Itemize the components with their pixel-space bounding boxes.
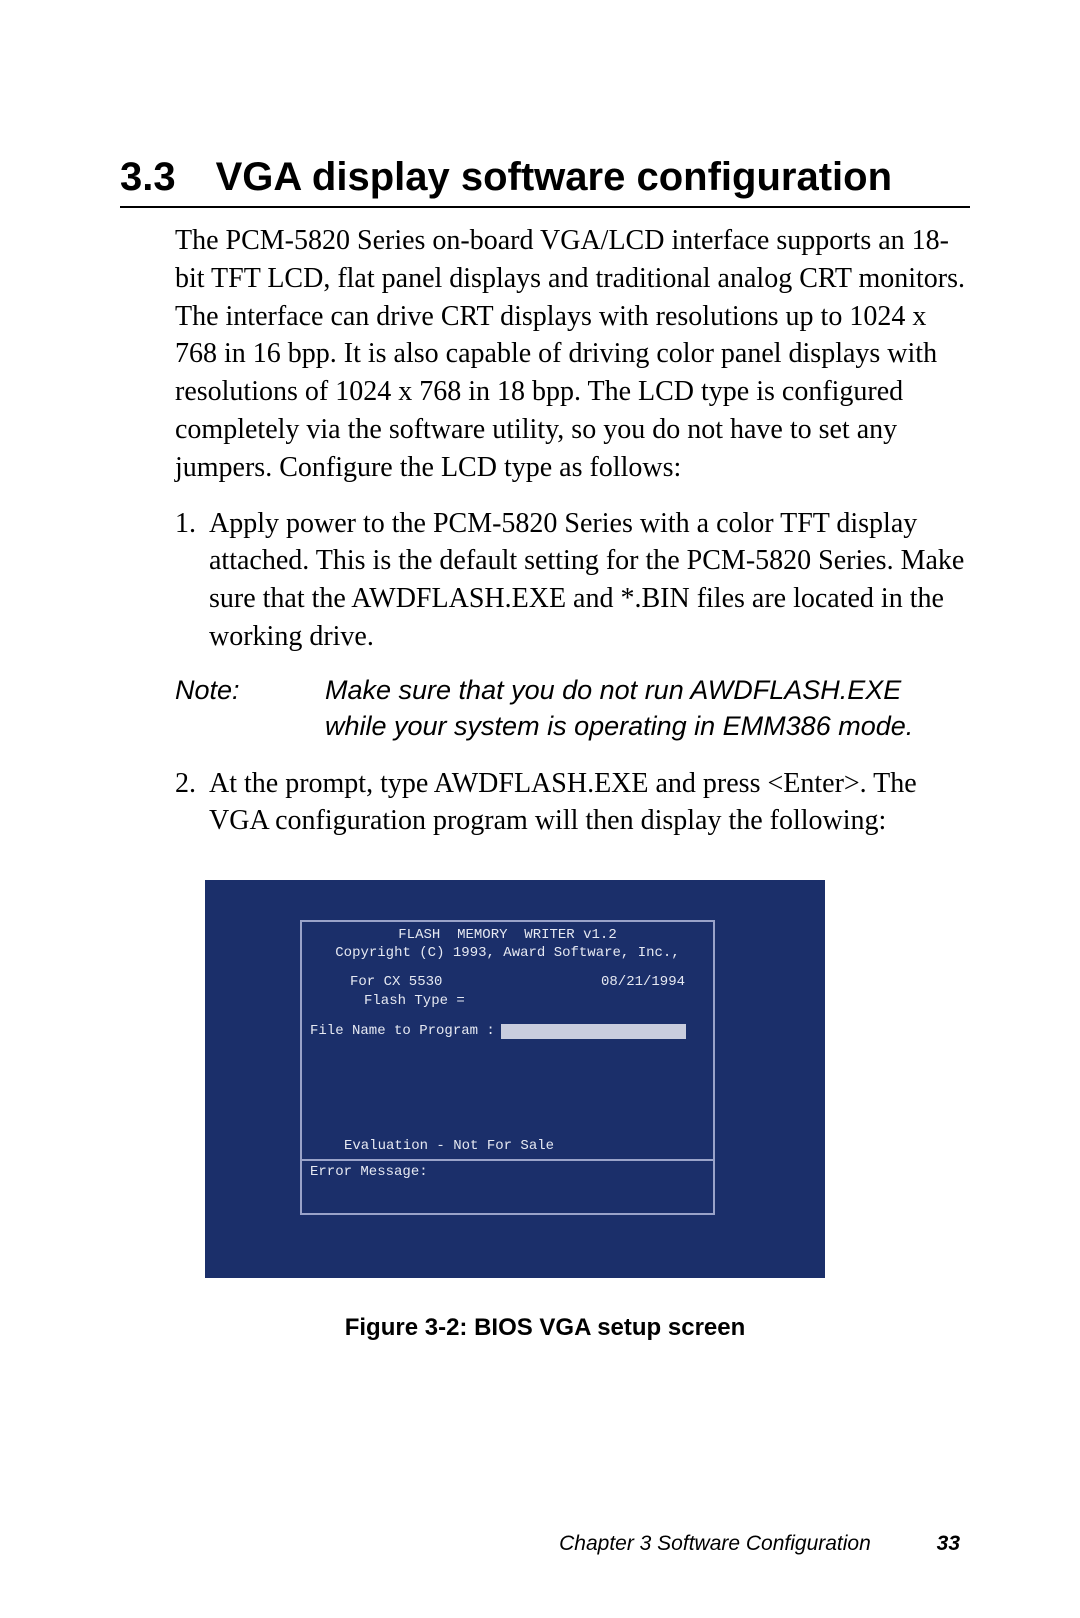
note-block: Note: Make sure that you do not run AWDF… (175, 672, 970, 745)
bios-for-row: For CX 5530 08/21/1994 (302, 973, 713, 992)
body-content: The PCM-5820 Series on-board VGA/LCD int… (120, 222, 970, 1345)
bios-for-text: For CX 5530 (350, 973, 442, 992)
figure-caption: Figure 3-2: BIOS VGA setup screen (175, 1312, 970, 1344)
section-number: 3.3 (120, 155, 176, 200)
bios-file-row: File Name to Program : (302, 1022, 713, 1041)
bios-date: 08/21/1994 (601, 973, 685, 992)
bios-error-label: Error Message: (302, 1161, 713, 1181)
bios-evaluation: Evaluation - Not For Sale (302, 1137, 713, 1155)
footer-chapter: Chapter 3 Software Configuration (559, 1532, 871, 1555)
list-text: Apply power to the PCM-5820 Series with … (209, 505, 970, 656)
bios-flash-type: Flash Type = (302, 992, 713, 1010)
bios-file-prompt: File Name to Program : (310, 1022, 495, 1041)
page-footer: Chapter 3 Software Configuration 33 (559, 1532, 960, 1556)
footer-page-number: 33 (937, 1532, 960, 1555)
note-label: Note: (175, 672, 325, 745)
document-page: 3.3 VGA display software configuration T… (0, 0, 1080, 1618)
note-body: Make sure that you do not run AWDFLASH.E… (325, 672, 970, 745)
list-text: At the prompt, type AWDFLASH.EXE and pre… (209, 765, 970, 841)
list-number: 2. (175, 765, 209, 841)
bios-file-input[interactable] (501, 1024, 686, 1039)
bios-title: FLASH MEMORY WRITER v1.2 (302, 926, 713, 944)
list-number: 1. (175, 505, 209, 656)
bios-copyright: Copyright (C) 1993, Award Software, Inc.… (302, 944, 713, 962)
intro-paragraph: The PCM-5820 Series on-board VGA/LCD int… (175, 222, 970, 487)
section-heading: 3.3 VGA display software configuration (120, 155, 970, 208)
bios-screenshot: FLASH MEMORY WRITER v1.2 Copyright (C) 1… (205, 880, 825, 1278)
list-item-2: 2. At the prompt, type AWDFLASH.EXE and … (175, 765, 970, 841)
bios-window: FLASH MEMORY WRITER v1.2 Copyright (C) 1… (300, 920, 715, 1215)
list-item-1: 1. Apply power to the PCM-5820 Series wi… (175, 505, 970, 656)
section-title: VGA display software configuration (216, 155, 892, 200)
